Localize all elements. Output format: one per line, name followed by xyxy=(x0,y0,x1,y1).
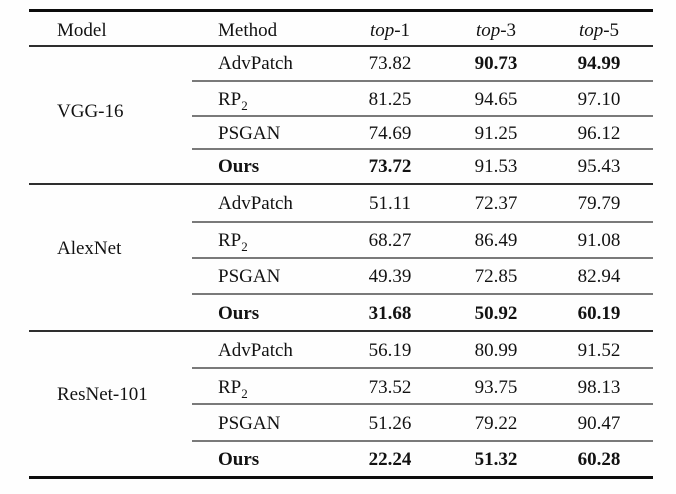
metric-cell: 95.43 xyxy=(577,156,621,177)
metric-cell-best: 94.99 xyxy=(577,53,621,74)
metric-cell: 94.65 xyxy=(474,89,518,110)
method-separator-rule xyxy=(192,221,653,223)
metric-cell: 91.08 xyxy=(577,230,621,251)
metric-cell: 93.75 xyxy=(474,377,518,398)
metric-cell: 73.82 xyxy=(368,53,412,74)
metric-cell: 51.11 xyxy=(368,193,412,214)
metric-cell-best: 31.68 xyxy=(368,303,412,324)
metric-cell: 91.53 xyxy=(474,156,518,177)
top5-italic: top xyxy=(578,20,604,41)
block-separator-rule xyxy=(29,330,653,332)
metric-cell: 81.25 xyxy=(368,89,412,110)
method-cell: AdvPatch xyxy=(218,53,293,74)
metric-cell: 79.22 xyxy=(474,413,518,434)
model-label-vgg16: VGG-16 xyxy=(57,101,124,122)
metric-cell: 98.13 xyxy=(577,377,621,398)
metric-cell: 82.94 xyxy=(577,266,621,287)
method-separator-rule xyxy=(192,80,653,82)
metric-cell-best: 90.73 xyxy=(474,53,518,74)
metric-cell: 97.10 xyxy=(577,89,621,110)
method-separator-rule xyxy=(192,148,653,150)
method-subscript: 2 xyxy=(241,385,248,401)
block-separator-rule xyxy=(29,183,653,185)
method-separator-rule xyxy=(192,293,653,295)
model-label-resnet101: ResNet-101 xyxy=(57,384,148,405)
method-subscript: 2 xyxy=(241,238,248,254)
method-cell: AdvPatch xyxy=(218,340,293,361)
method-cell-ours: Ours xyxy=(218,449,260,470)
column-header-top5: top-5 xyxy=(553,20,645,42)
metric-cell: 72.85 xyxy=(474,266,518,287)
method-cell-ours: Ours xyxy=(218,303,260,324)
metric-cell: 74.69 xyxy=(368,123,412,144)
method-cell: PSGAN xyxy=(218,123,281,144)
method-cell-ours: Ours xyxy=(218,156,260,177)
method-text: RP xyxy=(218,230,242,251)
method-cell: PSGAN xyxy=(218,266,281,287)
metric-cell: 86.49 xyxy=(474,230,518,251)
metric-cell-best: 22.24 xyxy=(368,449,412,470)
top5-rest: -5 xyxy=(603,20,620,41)
metric-cell: 51.26 xyxy=(368,413,412,434)
method-separator-rule xyxy=(192,367,653,369)
metric-cell: 73.52 xyxy=(368,377,412,398)
method-cell: RP2 xyxy=(218,89,348,113)
top3-italic: top xyxy=(475,20,501,41)
model-label-alexnet: AlexNet xyxy=(57,238,122,259)
method-text: RP xyxy=(218,89,242,110)
method-cell: RP2 xyxy=(218,230,348,254)
metric-cell-best: 60.19 xyxy=(577,303,621,324)
method-separator-rule xyxy=(192,403,653,405)
method-cell: AdvPatch xyxy=(218,193,293,214)
column-header-model: Model xyxy=(57,20,107,41)
metric-cell-best: 50.92 xyxy=(474,303,518,324)
metric-cell: 90.47 xyxy=(577,413,621,434)
metric-cell: 96.12 xyxy=(577,123,621,144)
metric-cell-best: 60.28 xyxy=(577,449,621,470)
method-separator-rule xyxy=(192,257,653,259)
metric-cell-best: 51.32 xyxy=(474,449,518,470)
table-top-rule xyxy=(29,9,653,12)
method-subscript: 2 xyxy=(241,97,248,113)
metric-cell-best: 73.72 xyxy=(368,156,412,177)
top1-italic: top xyxy=(369,20,395,41)
metric-cell: 91.25 xyxy=(474,123,518,144)
column-header-top3: top-3 xyxy=(450,20,542,42)
header-rule xyxy=(29,45,653,47)
method-cell: RP2 xyxy=(218,377,348,401)
metric-cell: 68.27 xyxy=(368,230,412,251)
table-bottom-rule xyxy=(29,476,653,479)
method-separator-rule xyxy=(192,115,653,117)
metric-cell: 49.39 xyxy=(368,266,412,287)
method-text: RP xyxy=(218,377,242,398)
top3-rest: -3 xyxy=(500,20,517,41)
method-cell: PSGAN xyxy=(218,413,281,434)
metric-cell: 91.52 xyxy=(577,340,621,361)
metric-cell: 72.37 xyxy=(474,193,518,214)
column-header-method: Method xyxy=(218,20,278,41)
top1-rest: -1 xyxy=(394,20,411,41)
column-header-top1: top-1 xyxy=(344,20,436,42)
metric-cell: 79.79 xyxy=(577,193,621,214)
metric-cell: 56.19 xyxy=(368,340,412,361)
metric-cell: 80.99 xyxy=(474,340,518,361)
method-separator-rule xyxy=(192,440,653,442)
